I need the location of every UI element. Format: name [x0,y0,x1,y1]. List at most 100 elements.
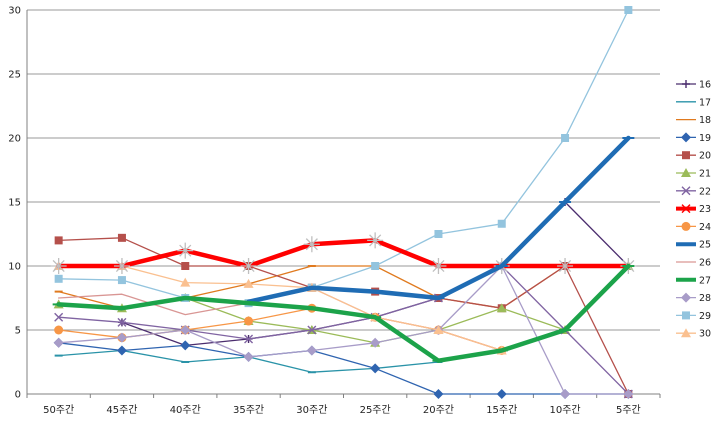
data-point [681,132,691,143]
x-tick-label: 35주간 [233,404,264,416]
data-point [430,258,447,274]
series-line [56,263,631,363]
legend-item: 26 [676,258,711,269]
data-point [682,311,690,320]
legend-label: 18 [699,115,711,126]
data-point [681,168,691,177]
data-point [624,6,633,14]
data-point [682,80,690,88]
series-line [246,135,631,305]
data-point [180,340,191,351]
legend-item: 29 [676,311,711,322]
data-point [497,219,506,228]
y-tick-label: 5 [15,326,21,337]
data-point [181,262,190,270]
legend-label: 17 [699,97,711,108]
series-line [57,9,630,304]
legend-label: 30 [699,329,711,340]
x-tick-label: 15주간 [486,404,517,416]
x-tick-label: 45주간 [106,404,137,416]
y-tick-label: 0 [15,390,21,401]
legend-item: 25 [676,240,711,251]
x-tick-label: 25주간 [360,404,391,416]
data-point [54,312,64,322]
legend-label: 25 [699,240,711,251]
legend-item: 17 [676,97,711,108]
data-point [367,232,384,249]
data-point [557,258,574,274]
data-point [433,325,444,334]
data-point [560,389,571,399]
data-point [113,258,130,274]
series-line [57,265,630,373]
data-point [180,277,191,287]
y-tick-label: 30 [8,6,21,17]
data-point [681,186,691,196]
legend-swatch-marker [681,132,691,143]
legend-item: 19 [676,132,711,144]
legend-label: 22 [699,186,711,197]
series-20 [54,233,633,398]
legend-item: 20 [676,151,711,162]
x-axis: 50주간 45주간 40주간 35주간 30주간 25주간 20주간 15주간 10주간 5주간 [26,394,661,416]
data-point [306,345,317,356]
data-point [50,258,67,274]
legend-label: 21 [699,169,711,180]
legend-label: 29 [699,311,711,322]
legend-swatch-marker [681,168,691,177]
data-point [371,262,380,270]
data-point [681,204,691,214]
legend-item: 21 [676,168,711,180]
legend-item: 27 [676,275,711,286]
legend-label: 19 [699,133,711,144]
legend-label: 23 [699,204,711,215]
legend-label: 20 [699,151,711,162]
data-point [116,345,127,356]
series-25 [242,135,635,305]
series-23 [50,232,637,274]
legend-label: 26 [699,258,711,269]
series-group [50,6,637,399]
data-point [54,325,64,335]
legend-item: 16 [676,80,711,91]
x-tick-label: 20주간 [423,404,454,416]
legend-item: 23 [676,204,711,215]
legend-swatch-marker [681,186,691,196]
data-point [177,242,194,259]
x-tick-label: 5주간 [616,404,641,416]
y-tick-label: 25 [8,70,21,81]
data-point [433,389,444,399]
series-line [57,265,630,395]
legend-swatch-marker [682,80,690,88]
data-point [681,221,691,231]
data-point [681,292,691,303]
data-point [243,278,254,288]
data-point [244,334,254,344]
legend-item: 30 [676,328,711,340]
series-27 [52,263,635,363]
legend-item: 28 [676,292,711,304]
series-line [57,342,630,395]
x-tick-label: 10주간 [549,404,580,416]
series-line [56,238,631,269]
y-tick-label: 20 [8,134,21,145]
series-line [57,265,503,352]
data-point [623,389,634,399]
legend-swatch-marker [682,311,690,320]
data-point [180,325,191,335]
data-point [117,317,127,327]
data-point [370,363,381,374]
legend-swatch-marker [681,204,691,214]
data-point [116,332,127,343]
data-point [434,230,443,238]
legend-swatch-marker [682,151,690,160]
x-tick-label: 30주간 [296,404,327,416]
data-point [53,337,64,348]
legend-label: 16 [699,80,711,91]
data-point [496,389,507,399]
data-point [54,236,63,245]
legend-item: 22 [676,186,711,197]
legend-label: 24 [699,222,711,233]
